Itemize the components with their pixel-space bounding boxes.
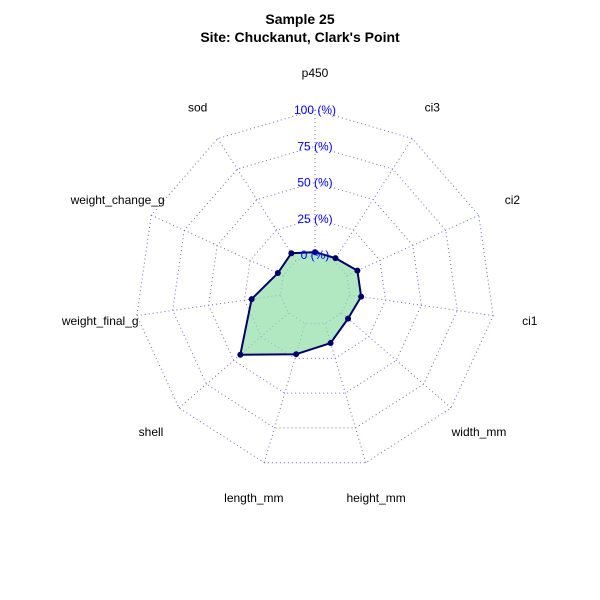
data-point-sod xyxy=(288,250,295,257)
grid-spoke-9 xyxy=(151,214,284,276)
ring-label-3: 75 (%) xyxy=(297,139,332,153)
grid-spoke-4 xyxy=(341,312,452,409)
data-point-length_mm xyxy=(293,351,300,358)
data-point-shell xyxy=(237,351,244,358)
grid-spoke-10 xyxy=(217,138,297,261)
data-point-p450 xyxy=(312,249,318,256)
chart-title: Sample 25 xyxy=(265,11,335,27)
grid-ring-1 xyxy=(243,218,387,359)
grid-spoke-2 xyxy=(346,214,479,276)
grid-spoke-1 xyxy=(333,138,413,261)
axis-label-sod: sod xyxy=(188,100,207,114)
ring-label-1: 25 (%) xyxy=(297,212,332,226)
ring-label-4: 100 (%) xyxy=(294,103,336,117)
chart-subtitle: Site: Chuckanut, Clark's Point xyxy=(200,29,400,45)
data-series-area-0 xyxy=(239,251,363,356)
data-point-ci3 xyxy=(332,255,339,262)
data-point-height_mm xyxy=(327,340,334,347)
axis-label-length_mm: length_mm xyxy=(224,491,283,505)
axis-label-shell: shell xyxy=(139,425,164,439)
chart-title-block: Sample 25 Site: Chuckanut, Clark's Point xyxy=(0,10,600,46)
axis-label-p450: p450 xyxy=(302,66,329,80)
ring-label-2: 50 (%) xyxy=(297,176,332,190)
data-point-weight_final_g xyxy=(248,296,255,303)
grid-spoke-3 xyxy=(349,294,494,317)
ring-label-0: 0 (%) xyxy=(301,248,330,262)
axis-label-height_mm: height_mm xyxy=(346,491,405,505)
grid-ring-3 xyxy=(172,145,458,429)
data-point-weight_change_g xyxy=(274,270,281,277)
axis-label-weight_final_g: weight_final_g xyxy=(61,314,139,328)
grid-spoke-5 xyxy=(324,323,367,463)
axis-label-ci3: ci3 xyxy=(425,100,441,114)
data-point-width_mm xyxy=(345,315,352,322)
data-point-ci2 xyxy=(354,267,361,274)
axis-label-width_mm: width_mm xyxy=(451,425,507,439)
data-point-ci1 xyxy=(358,293,365,300)
axis-label-ci2: ci2 xyxy=(505,193,521,207)
axis-label-weight_change_g: weight_change_g xyxy=(70,193,165,207)
axis-label-ci1: ci1 xyxy=(522,314,538,328)
